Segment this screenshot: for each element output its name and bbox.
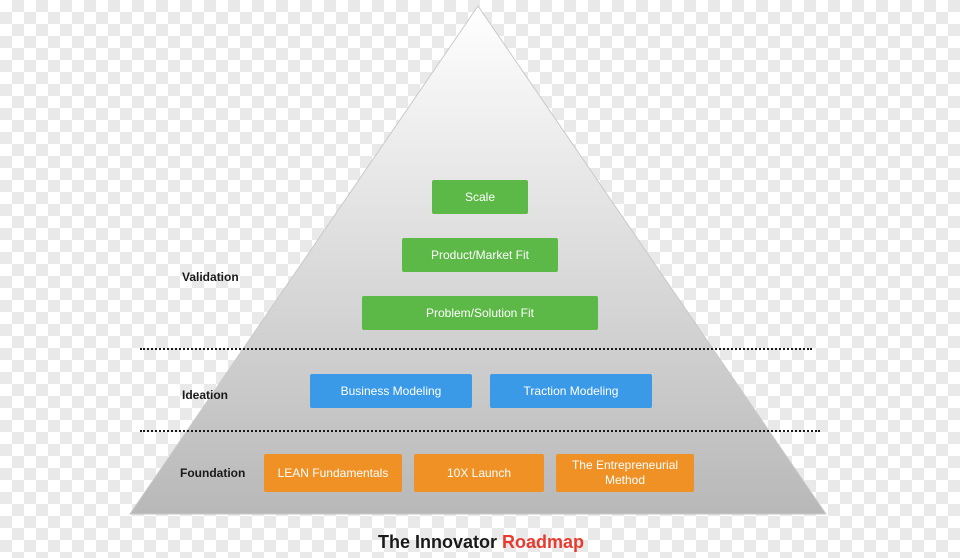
divider-validation-ideation bbox=[140, 348, 812, 350]
section-label-validation: Validation bbox=[182, 270, 239, 284]
block-10x-launch: 10X Launch bbox=[414, 454, 544, 492]
section-label-foundation: Foundation bbox=[180, 466, 245, 480]
block-entrepreneurial-method: The Entrepreneurial Method bbox=[556, 454, 694, 492]
caption: The Innovator Roadmap bbox=[378, 532, 584, 553]
block-problem-solution-fit: Problem/Solution Fit bbox=[362, 296, 598, 330]
divider-ideation-foundation bbox=[140, 430, 820, 432]
block-traction-modeling: Traction Modeling bbox=[490, 374, 652, 408]
section-label-ideation: Ideation bbox=[182, 388, 228, 402]
block-scale: Scale bbox=[432, 180, 528, 214]
caption-accent: Roadmap bbox=[502, 532, 584, 552]
block-lean-fundamentals: LEAN Fundamentals bbox=[264, 454, 402, 492]
block-business-modeling: Business Modeling bbox=[310, 374, 472, 408]
caption-prefix: The Innovator bbox=[378, 532, 502, 552]
block-product-market-fit: Product/Market Fit bbox=[402, 238, 558, 272]
diagram-stage: Validation Ideation Foundation Scale Pro… bbox=[0, 0, 960, 558]
